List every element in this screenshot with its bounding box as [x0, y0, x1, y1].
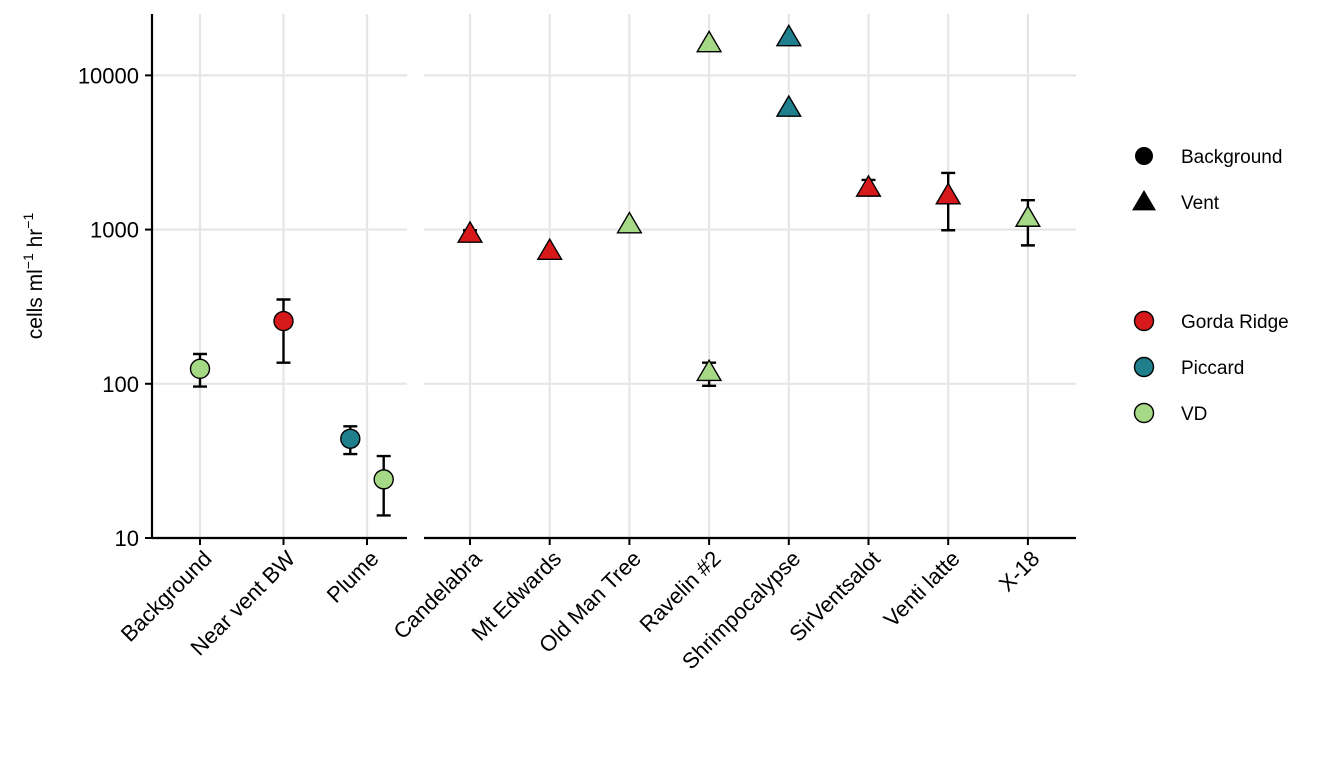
data-point-vent [935, 182, 962, 205]
grid-layer [152, 14, 1076, 540]
legend-label: Background [1181, 147, 1282, 168]
data-point-vent [536, 237, 563, 261]
legend-label: VD [1181, 404, 1207, 425]
marker-layer [189, 24, 1041, 490]
data-point-background [373, 469, 394, 490]
legend-key-background [1135, 147, 1153, 165]
y-tick-label: 10 [115, 526, 139, 551]
data-point-vent [1014, 204, 1041, 227]
legend-label: Vent [1181, 193, 1220, 214]
legend-site: Gorda Ridge Piccard VD [1133, 310, 1289, 425]
x-tick-label: X-18 [994, 546, 1045, 597]
data-point-background [189, 358, 211, 380]
y-tick-label: 10000 [78, 63, 139, 88]
legend-label: Gorda Ridge [1181, 312, 1289, 333]
legend-key-site [1133, 356, 1155, 378]
data-point-vent [775, 94, 802, 117]
data-point-vent [616, 211, 643, 234]
legend-key-site [1133, 310, 1155, 332]
data-point-background [273, 310, 294, 332]
legend-key-site [1133, 402, 1155, 424]
data-point-vent [775, 24, 802, 47]
legend-shape: Background Vent [1132, 147, 1282, 214]
y-tick-label: 1000 [90, 218, 139, 243]
legend-label: Piccard [1181, 358, 1244, 379]
y-axis-title: cells ml−1 hr−1 [20, 213, 47, 340]
data-point-vent [696, 358, 723, 382]
data-point-vent [696, 30, 723, 53]
legend-key-vent [1132, 190, 1156, 211]
data-point-background [340, 428, 361, 449]
axes-layer [145, 14, 1076, 545]
y-tick-label: 100 [102, 372, 139, 397]
errorbar-layer [193, 171, 1035, 517]
data-point-vent [456, 220, 484, 243]
data-point-vent [855, 174, 882, 197]
x-tick-label: Venti latte [879, 546, 965, 632]
x-tick-label: Plume [322, 546, 384, 608]
